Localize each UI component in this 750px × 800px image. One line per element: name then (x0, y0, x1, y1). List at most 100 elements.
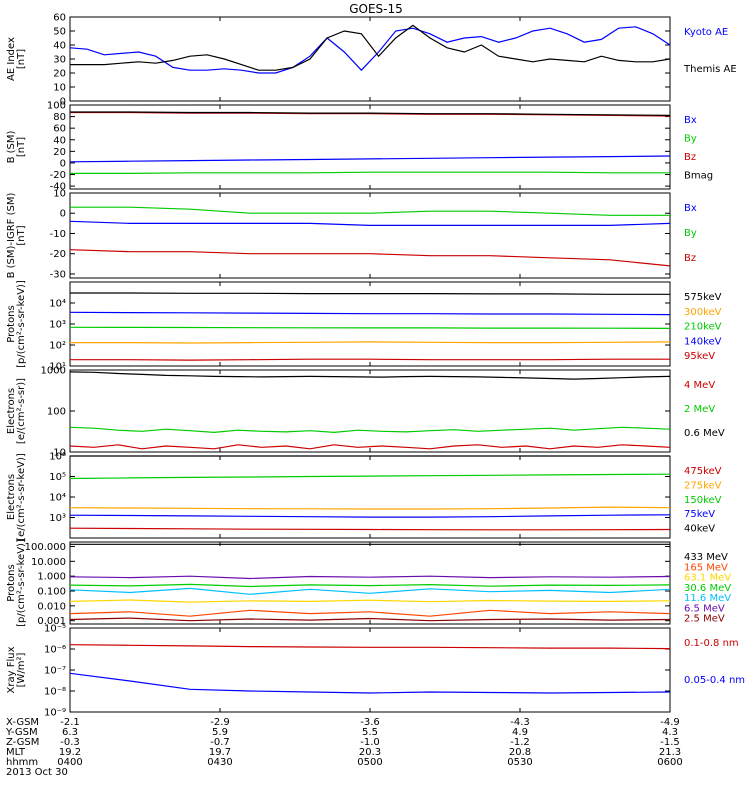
y-tick-label: 20 (53, 69, 66, 80)
series-line-bz (69, 249, 671, 267)
legend-entry: 210keV (684, 322, 722, 333)
legend-entry: Bz (684, 253, 696, 264)
legend-entry: By (684, 228, 697, 239)
y-axis-label: Protons (6, 305, 17, 342)
y-axis-label: [nT] (16, 137, 27, 157)
x-tick-label: 0500 (357, 757, 382, 768)
y-tick-label: 10⁻⁸ (44, 687, 66, 698)
x-tick-label: 19.2 (59, 747, 81, 758)
series-line-6-5-mev (69, 575, 671, 580)
x-tick-label: -1.2 (510, 737, 530, 748)
y-tick-label: 60 (53, 124, 66, 135)
y-axis-label: [W/m²] (16, 652, 27, 687)
legend-entry: 475keV (684, 466, 722, 477)
legend-entry: 63.1 MeV (684, 573, 731, 584)
panel-5: 1000 100 10 Electrons [e/(cm²-s-sr)] 4 MeV 2 M… (6, 366, 725, 459)
y-tick-label: 1000 (41, 366, 66, 377)
y-tick-label: 50 (53, 27, 66, 38)
y-tick-label: 10³ (49, 513, 66, 524)
legend-entry: 0.05-0.4 nm (684, 675, 745, 686)
panel-6: 10⁶ 10⁵ 10⁴ 10³ Electrons [e/(cm²-s-sr-keV)] 4… (6, 452, 722, 541)
x-tick-label: -3.6 (360, 717, 380, 728)
x-tick-label: 20.8 (509, 747, 531, 758)
y-axis-label: B (SM) (6, 130, 17, 163)
y-tick-label: 10¹ (49, 362, 66, 373)
series-line-300kev (70, 341, 671, 344)
legend-entry: 4 MeV (684, 380, 715, 391)
legend-entry: 150keV (684, 495, 722, 506)
y-tick-label: 20 (53, 147, 66, 158)
y-tick-label: -40 (50, 182, 66, 193)
legend-entry: Bz (684, 152, 696, 163)
y-axis-label: [nT] (16, 225, 27, 245)
chart-title: GOES-15 (349, 2, 403, 16)
x-tick-label: -1.0 (360, 737, 380, 748)
legend-entry: 11.6 MeV (684, 593, 731, 604)
legend-entry: 575keV (684, 292, 722, 303)
y-tick-label: 0 (60, 97, 66, 108)
x-tick-label: -2.1 (60, 717, 80, 728)
y-tick-label: 80 (53, 112, 66, 123)
y-tick-label: 100.000 (25, 542, 66, 553)
x-row-label: Y-GSM (5, 727, 38, 738)
panel-8: 10⁻⁵ 10⁻⁶ 10⁻⁷ 10⁻⁸ 10⁻⁹ Xray Flux [W/m²] 0.1-0… (6, 624, 745, 719)
series-line-by (70, 206, 670, 216)
legend-entry: 165 MeV (684, 562, 728, 573)
y-tick-label: 100 (47, 407, 66, 418)
x-tick-label: -1.5 (660, 737, 680, 748)
series-line-30-6-mev (69, 583, 671, 588)
legend-entry: 2.5 MeV (684, 614, 725, 625)
y-tick-label: 10 (53, 189, 66, 200)
series-line-0-1-0-8-nm (69, 644, 671, 650)
y-tick-label: 10⁵ (49, 472, 66, 483)
series-line-2-mev (69, 426, 671, 434)
series-line-0-6-mev (69, 371, 671, 380)
y-tick-label: 100 (47, 101, 66, 112)
y-tick-label: 1.000 (37, 572, 66, 583)
y-axis-label: Electrons (6, 474, 17, 520)
y-tick-label: 0 (60, 158, 66, 169)
legend-entry: 300keV (684, 307, 722, 318)
panel-3: 10 0 -10 -20 -30 B (SM)-IGRF (SM) [nT] Bx By Bz (6, 189, 697, 281)
y-tick-label: 40 (53, 135, 66, 146)
series-line-75kev (69, 514, 671, 518)
legend-entry: 140keV (684, 336, 722, 347)
x-tick-label: 0400 (57, 757, 82, 768)
x-tick-label: 0530 (507, 757, 532, 768)
series-line-4-mev (69, 444, 671, 450)
x-row-label: hhmm (6, 757, 38, 768)
x-tick-label: -0.7 (210, 737, 230, 748)
y-axis-label: [nT] (16, 49, 27, 69)
legend-entry: Bx (684, 115, 697, 126)
series-line-575kev (70, 292, 670, 295)
legend-entry: 2 MeV (684, 404, 715, 415)
y-tick-label: 0.100 (37, 587, 66, 598)
y-tick-label: 40 (53, 41, 66, 52)
y-tick-label: 0 (60, 209, 66, 220)
legend-entry: Bx (684, 203, 697, 214)
series-line-bx (69, 155, 671, 163)
y-tick-label: 10³ (49, 320, 66, 331)
legend-entry: 275keV (684, 480, 722, 491)
panel-frame (69, 104, 671, 190)
legend-entry: By (684, 134, 697, 145)
x-tick-label: -2.9 (210, 717, 230, 728)
y-axis-label: [p/(cm²-s-sr-keV)] (16, 280, 27, 368)
y-tick-label: 10⁻⁵ (44, 624, 66, 635)
y-axis-label: [e/(cm²-s-sr)] (16, 378, 27, 444)
x-row-label: Z-GSM (6, 737, 39, 748)
series-line-2-5-mev (69, 617, 671, 622)
y-tick-label: -20 (50, 249, 66, 260)
panel-4: 10⁴ 10³ 10² 10¹ Protons [p/(cm²-s-sr-keV)] 575… (6, 280, 722, 372)
panel-1: 60 50 40 30 20 10 0 AE Index [nT] Kyoto AE Themis … (6, 13, 737, 108)
panel-frame (69, 192, 671, 279)
y-tick-label: 60 (53, 13, 66, 24)
legend-entry: 0.6 MeV (684, 428, 725, 439)
x-tick-label: -4.3 (510, 717, 530, 728)
y-tick-label: 10.000 (31, 557, 66, 568)
x-tick-label: 0600 (657, 757, 682, 768)
